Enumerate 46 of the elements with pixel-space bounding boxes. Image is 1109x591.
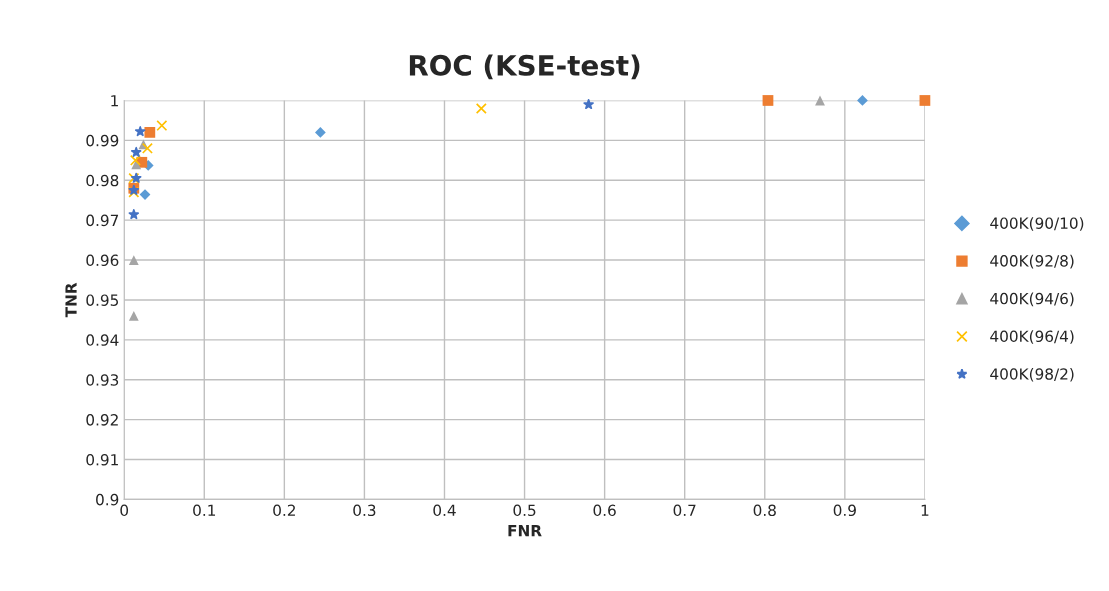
point <box>475 102 487 114</box>
point <box>128 255 139 265</box>
point <box>128 209 140 220</box>
point <box>134 126 146 137</box>
y-tick-label: 0.98 <box>86 174 119 187</box>
y-tick-label: 1 <box>111 95 118 107</box>
y-tick-label: 0.96 <box>86 254 119 267</box>
point <box>139 189 151 200</box>
x-tick-label: 0.6 <box>593 504 616 517</box>
legend-label: 400K(96/4) <box>990 330 1074 344</box>
point <box>857 95 868 106</box>
point <box>141 142 153 154</box>
x-tick-label: 0.7 <box>673 504 696 517</box>
point <box>156 120 168 132</box>
y-tick-label: 0.95 <box>86 294 119 306</box>
x-tick-label: 1 <box>921 504 929 516</box>
y-tick-label: 0.92 <box>86 414 118 426</box>
y-tick-label: 0.9 <box>96 493 119 506</box>
x-tick-label: 0.1 <box>193 504 216 517</box>
x-tick-label: 0.2 <box>273 504 295 517</box>
x-axis-title: FNR <box>508 525 542 537</box>
point <box>583 98 594 110</box>
x-tick-label: 0.8 <box>753 504 776 517</box>
y-tick-label: 0.99 <box>86 134 119 147</box>
point <box>762 95 774 106</box>
legend-label: 400K(98/2) <box>990 367 1074 382</box>
point <box>919 95 931 106</box>
legend-label: 400K(92/8) <box>990 254 1074 269</box>
y-tick-label: 0.93 <box>86 374 119 386</box>
x-tick-label: 0.3 <box>353 504 376 517</box>
y-tick-label: 0.91 <box>86 453 118 466</box>
x-tick-label: 0 <box>120 504 129 517</box>
legend-label: 400K(90/10) <box>990 217 1084 231</box>
point <box>144 127 156 138</box>
legend-label: 400K(94/6) <box>990 292 1074 307</box>
x-tick-label: 0.9 <box>833 504 856 517</box>
y-tick-label: 0.94 <box>86 334 119 346</box>
point <box>129 154 141 166</box>
x-tick-label: 0.4 <box>433 504 456 517</box>
point <box>130 146 142 157</box>
point <box>315 127 326 138</box>
y-tick-label: 0.97 <box>86 214 119 227</box>
x-tick-label: 0.5 <box>513 504 536 517</box>
chart-title: ROC (KSE-test) <box>409 54 640 80</box>
point <box>128 310 139 321</box>
y-axis-title: TNR <box>65 282 77 318</box>
